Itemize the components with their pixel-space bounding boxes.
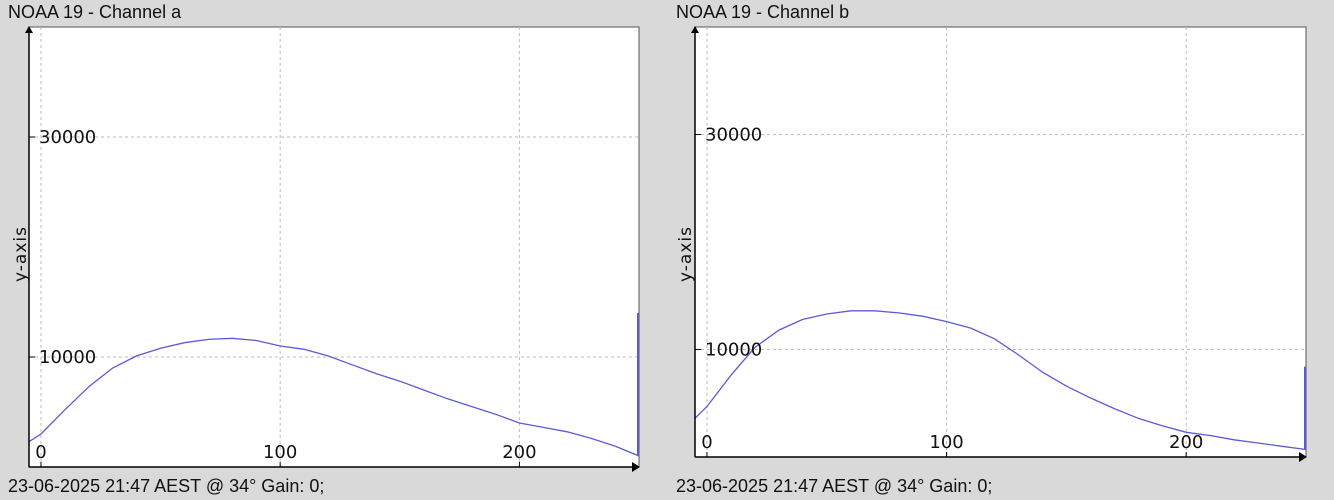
y-tick-label: 10000 [705,340,762,361]
y-axis-label: y-axis [11,226,31,282]
x-axis-arrow [1299,452,1307,462]
y-axis-arrow [691,26,699,33]
plot-area [694,26,1307,458]
y-tick-label: 30000 [39,127,96,148]
plot-area [28,26,640,468]
y-tick-label: 30000 [705,125,762,146]
x-tick-label: 100 [263,442,297,463]
chart-title: NOAA 19 - Channel a [8,2,182,22]
x-tick-label: 0 [35,442,46,463]
chart-footer: 23-06-2025 21:47 AEST @ 34° Gain: 0; [8,476,325,496]
y-axis-label: y-axis [676,226,696,282]
x-tick-label: 200 [502,442,536,463]
x-tick-label: 200 [1169,432,1203,453]
y-axis-arrow [25,26,33,33]
y-tick-label: 10000 [39,347,96,368]
x-tick-label: 100 [929,432,963,453]
chart-title: NOAA 19 - Channel b [676,2,850,22]
chart-b: 0 100 200 10000 30000 [691,26,1307,462]
chart-footer: 23-06-2025 21:47 AEST @ 34° Gain: 0; [676,476,993,496]
series-line [694,310,1307,451]
chart-a: 0 100 200 10000 30000 [25,26,640,472]
series-line [28,337,640,457]
x-axis-arrow [632,462,640,472]
x-tick-label: 0 [701,432,712,453]
